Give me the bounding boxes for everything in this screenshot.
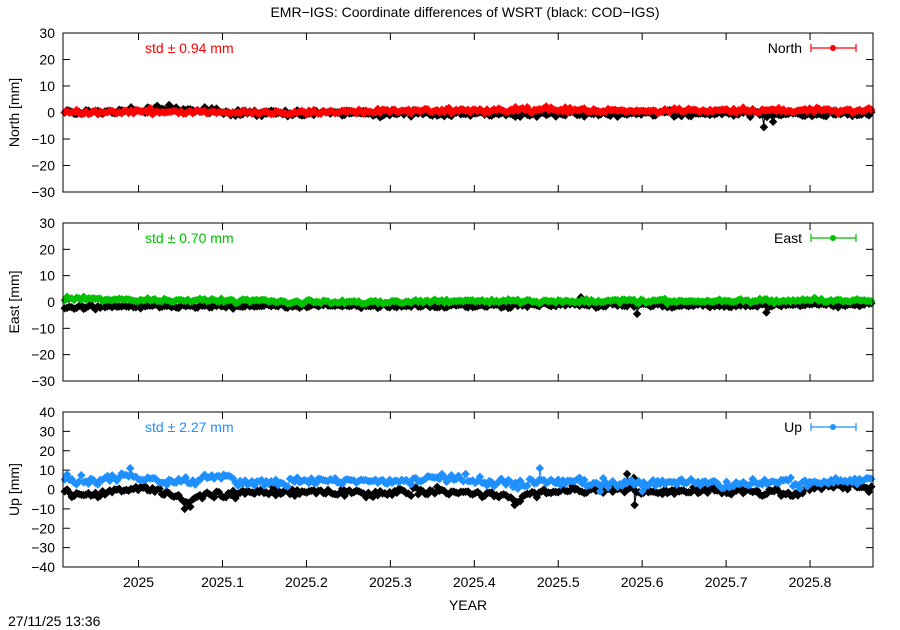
legend: North xyxy=(768,40,857,56)
data-point xyxy=(186,502,195,512)
y-tick-label: 30 xyxy=(39,215,55,231)
y-tick-label: 30 xyxy=(39,25,55,41)
y-tick-label: −30 xyxy=(31,373,55,389)
data-point xyxy=(77,470,86,480)
legend-marker xyxy=(830,424,836,430)
x-tick-label: 2025.5 xyxy=(537,574,580,590)
legend: East xyxy=(774,230,857,246)
y-tick-label: 0 xyxy=(47,294,55,310)
data-point xyxy=(523,481,532,490)
data-point xyxy=(406,491,416,501)
y-tick-label: 10 xyxy=(39,78,55,94)
y-tick-label: −10 xyxy=(31,320,55,336)
plot-frame xyxy=(62,411,874,568)
data-point xyxy=(145,103,155,113)
y-tick-label: −20 xyxy=(31,158,55,174)
legend-label: East xyxy=(774,230,802,246)
y-axis-label: North [mm] xyxy=(6,78,22,147)
data-point xyxy=(632,309,642,319)
y-tick-label: 20 xyxy=(39,241,55,257)
data-point xyxy=(759,122,769,132)
x-tick-label: 2025 xyxy=(123,574,154,590)
series-north xyxy=(60,102,876,119)
chart-title: EMR−IGS: Coordinate differences of WSRT … xyxy=(270,4,659,20)
data-point xyxy=(786,473,795,482)
y-tick-label: −30 xyxy=(31,184,55,200)
legend: Up xyxy=(784,419,857,435)
y-tick-label: −20 xyxy=(31,520,55,536)
std-annotation: std ± 0.70 mm xyxy=(145,230,234,246)
x-axis-label: YEAR xyxy=(449,597,487,613)
y-tick-label: 20 xyxy=(39,443,55,459)
y-tick-label: −20 xyxy=(31,347,55,363)
y-tick-label: −10 xyxy=(31,501,55,517)
series-east xyxy=(60,292,876,309)
x-tick-label: 2025.6 xyxy=(621,574,664,590)
y-tick-label: 30 xyxy=(39,423,55,439)
data-point xyxy=(795,484,805,494)
data-point xyxy=(630,500,639,510)
y-tick-label: 40 xyxy=(39,404,55,420)
data-point xyxy=(459,476,468,486)
x-tick-label: 2025.4 xyxy=(453,574,496,590)
y-axis-label: East [mm] xyxy=(6,270,22,333)
data-point xyxy=(637,487,647,496)
std-annotation: std ± 2.27 mm xyxy=(145,419,234,435)
y-tick-label: 20 xyxy=(39,52,55,68)
x-tick-label: 2025.1 xyxy=(201,574,244,590)
y-tick-label: 10 xyxy=(39,462,55,478)
data-point xyxy=(125,463,135,473)
data-point xyxy=(535,463,545,473)
data-point xyxy=(461,469,470,479)
legend-label: North xyxy=(768,40,802,56)
y-axis-label: Up [mm] xyxy=(6,463,22,516)
y-tick-label: −40 xyxy=(31,559,55,575)
plot-frame xyxy=(62,222,874,382)
y-tick-label: −10 xyxy=(31,131,55,147)
x-tick-label: 2025.3 xyxy=(369,574,412,590)
data-point xyxy=(762,308,771,317)
data-point xyxy=(768,117,778,127)
x-tick-label: 2025.7 xyxy=(705,574,748,590)
plot-frame xyxy=(62,32,874,193)
legend-marker xyxy=(830,45,836,51)
y-tick-label: 0 xyxy=(47,105,55,121)
y-tick-label: −30 xyxy=(31,540,55,556)
panel-north: North [mm] 30 20 10 0 −10 −20 −30 std ± 0.94 mm N… xyxy=(6,25,876,200)
legend-marker xyxy=(830,235,836,241)
series-up xyxy=(60,463,876,496)
panel-east: East [mm] 30 20 10 0 −10 −20 −30 std ± 0.70 mm Ea… xyxy=(6,215,876,389)
timestamp: 27/11/25 13:36 xyxy=(8,613,101,629)
panel-up: Up [mm] 40 30 20 10 0 −10 −20 −30 −40 2025 2025.1 20… xyxy=(6,404,876,590)
x-tick-label: 2025.8 xyxy=(789,574,832,590)
legend-label: Up xyxy=(784,419,802,435)
x-tick-label: 2025.2 xyxy=(285,574,328,590)
data-point xyxy=(595,487,605,496)
data-point xyxy=(283,482,292,491)
std-annotation: std ± 0.94 mm xyxy=(145,40,234,56)
y-tick-label: 10 xyxy=(39,268,55,284)
data-point xyxy=(622,469,632,479)
y-tick-label: 0 xyxy=(47,482,55,498)
